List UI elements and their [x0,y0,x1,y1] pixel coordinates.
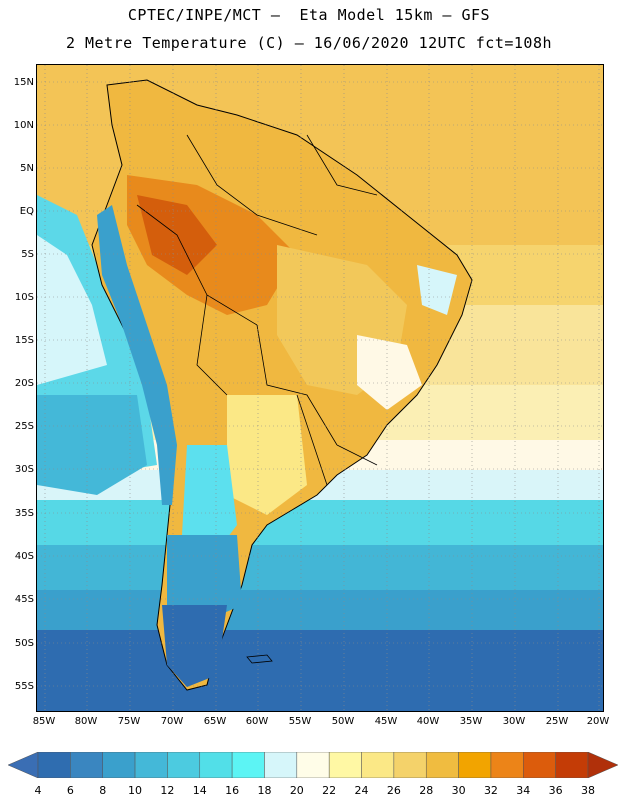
colorbar-segment [167,752,201,778]
lon-label-75w: 75W [117,716,141,727]
lon-label-60w: 60W [245,716,269,727]
lon-label-70w: 70W [160,716,184,727]
lon-label-50w: 50W [331,716,355,727]
lat-label-25s: 25S [14,421,34,432]
colorbar-segment [425,752,459,778]
colorbar-tick-label: 32 [483,784,498,797]
colorbar-tick-label: 28 [419,784,434,797]
lat-label-20s: 20S [14,378,34,389]
colorbar-segment [296,752,330,778]
colorbar-segment [458,752,492,778]
temperature-map-canvas [37,65,603,711]
colorbar-segment [523,752,556,778]
colorbar-tick-label: 38 [581,784,595,797]
colorbar-segment [393,752,427,778]
country-borders [136,134,378,486]
lat-label-45s: 45S [14,594,34,605]
lon-label-35w: 35W [459,716,483,727]
colorbar-tick-label: 16 [225,784,240,797]
falkland-islands [246,654,273,664]
colorbar-tick-label: 34 [516,784,531,797]
colorbar-segment [490,752,524,778]
colorbar-tick-label: 14 [192,784,207,797]
lon-label-80w: 80W [74,716,98,727]
colorbar-segment [361,752,395,778]
lat-label-10n: 10N [13,120,34,131]
colorbar-tick-label: 10 [128,784,143,797]
colorbar-arrow-low [8,752,39,778]
chart-title-line-1: CPTEC/INPE/MCT – Eta Model 15km – GFS [127,6,491,24]
colorbar-segment [37,752,71,778]
lon-label-65w: 65W [203,716,227,727]
chart-title-line-2: 2 Metre Temperature (C) – 16/06/2020 12U… [65,34,553,52]
colorbar-tick-label: 6 [66,784,74,797]
colorbar-tick-label: 36 [548,784,563,797]
lat-label-30s: 30S [14,464,34,475]
lon-label-45w: 45W [374,716,398,727]
lat-label-50s: 50S [14,638,34,649]
lon-label-40w: 40W [416,716,440,727]
colorbar-segment [199,752,233,778]
colorbar-segment [328,752,362,778]
colorbar-tick-label: 24 [354,784,369,797]
colorbar-segment [134,752,168,778]
lat-label-15s: 15S [14,335,34,346]
lon-label-55w: 55W [288,716,312,727]
lat-label-35s: 35S [14,508,34,519]
lat-label-eq: EQ [19,206,34,217]
colorbar-tick-label: 8 [99,784,107,797]
temperature-map [36,64,604,712]
lon-label-85w: 85W [32,716,56,727]
lon-label-25w: 25W [545,716,569,727]
lat-label-15n: 15N [13,77,34,88]
colorbar-tick-label: 30 [451,784,466,797]
lat-label-40s: 40S [14,551,34,562]
colorbar-tick-label: 4 [34,784,42,797]
lat-label-5s: 5S [21,249,34,260]
temperature-colorbar [8,752,618,778]
colorbar-segment [264,752,298,778]
lon-label-30w: 30W [502,716,526,727]
south-america-landmass [91,79,473,691]
lat-label-55s: 55S [14,681,34,692]
lat-label-10s: 10S [14,292,34,303]
lat-label-5n: 5N [20,163,34,174]
colorbar-tick-label: 22 [322,784,337,797]
colorbar-segment [102,752,136,778]
colorbar-tick-label: 12 [160,784,175,797]
lon-label-20w: 20W [586,716,610,727]
colorbar-segment [555,752,589,778]
colorbar-arrow-high [587,752,618,778]
colorbar-segment [231,752,265,778]
colorbar-tick-label: 20 [289,784,304,797]
colorbar-tick-label: 18 [257,784,272,797]
colorbar-tick-label: 26 [386,784,401,797]
colorbar-segment [70,752,103,778]
